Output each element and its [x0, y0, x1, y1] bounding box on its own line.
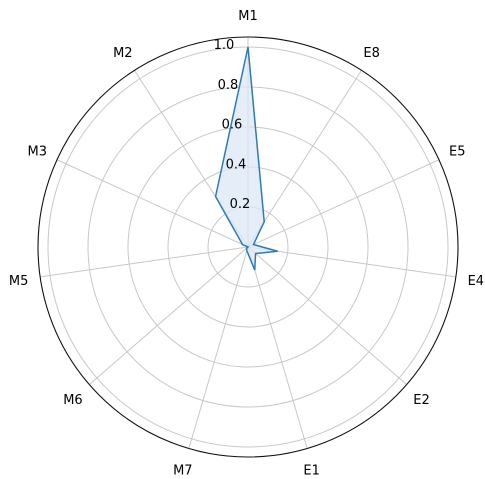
r-tick-label-2: 0.6 — [222, 118, 243, 133]
grid-layer — [37, 36, 459, 458]
spoke-M5 — [40, 246, 249, 278]
category-label-M2: M2 — [113, 46, 133, 61]
spoke-E8 — [247, 70, 362, 248]
category-label-E5: E5 — [449, 145, 466, 160]
spoke-E1 — [247, 246, 308, 449]
category-label-M3: M3 — [28, 145, 48, 160]
series-0-area — [215, 47, 278, 271]
data-layer — [214, 46, 278, 271]
category-labels: M1 E8 E5 E4 E2 E1 M7 M6 M5 M3 M2 — [9, 9, 484, 479]
r-tick-label-0: 0.2 — [230, 197, 251, 212]
category-label-M5: M5 — [9, 274, 29, 289]
spoke-M6 — [88, 246, 249, 385]
r-tick-label-1: 0.4 — [226, 157, 247, 172]
spoke-E4 — [247, 246, 456, 278]
spoke-M3 — [56, 159, 249, 248]
spoke-E2 — [247, 246, 408, 385]
r-tick-label-4: 1.0 — [214, 38, 235, 53]
spoke-E5 — [247, 159, 440, 248]
category-label-M6: M6 — [63, 393, 83, 408]
r-tick-label-3: 0.8 — [218, 78, 239, 93]
category-label-E4: E4 — [468, 274, 485, 289]
category-label-M7: M7 — [173, 464, 193, 479]
category-label-M1: M1 — [238, 9, 258, 24]
series-0-line — [214, 46, 278, 271]
polar-frame — [37, 36, 459, 458]
category-label-E2: E2 — [413, 393, 430, 408]
category-label-E1: E1 — [303, 464, 320, 479]
category-label-E8: E8 — [363, 46, 380, 61]
spoke-M7 — [188, 246, 249, 449]
r-tick-labels: 0.2 0.4 0.6 0.8 1.0 — [214, 38, 251, 212]
